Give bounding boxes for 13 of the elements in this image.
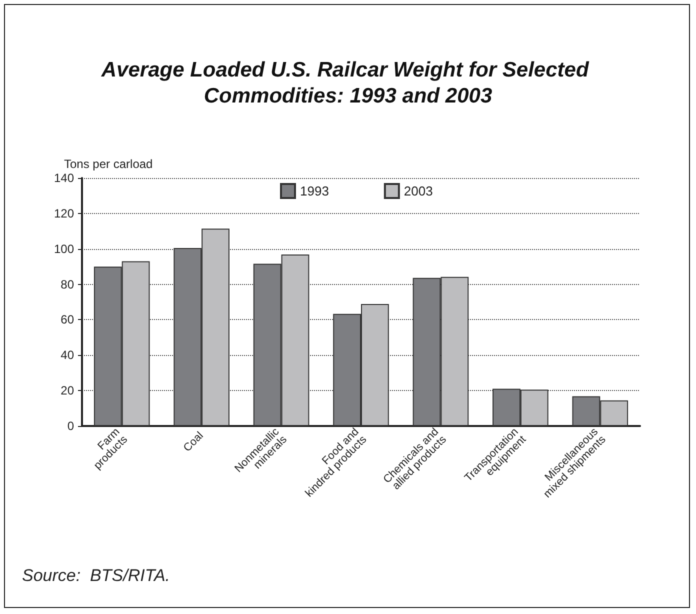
y-tick-label: 100 — [54, 242, 74, 256]
y-tick-label: 40 — [60, 348, 74, 362]
source-note: Source: BTS/RITA. — [22, 566, 170, 585]
y-axis-title: Tons per carload — [64, 157, 153, 171]
legend-label: 1993 — [300, 184, 329, 198]
y-tick-label: 140 — [54, 171, 74, 185]
y-tick-label: 80 — [60, 277, 74, 292]
y-tick-label: 60 — [60, 312, 74, 327]
y-tick-label: 120 — [54, 206, 74, 220]
y-tick-label: 0 — [67, 419, 74, 433]
chart-title: Average Loaded U.S. Railcar Weight for Selected Commodities: 1993 and 2003 — [100, 58, 595, 108]
y-tick-label: 20 — [60, 384, 74, 398]
legend-label: 2003 — [404, 184, 433, 198]
